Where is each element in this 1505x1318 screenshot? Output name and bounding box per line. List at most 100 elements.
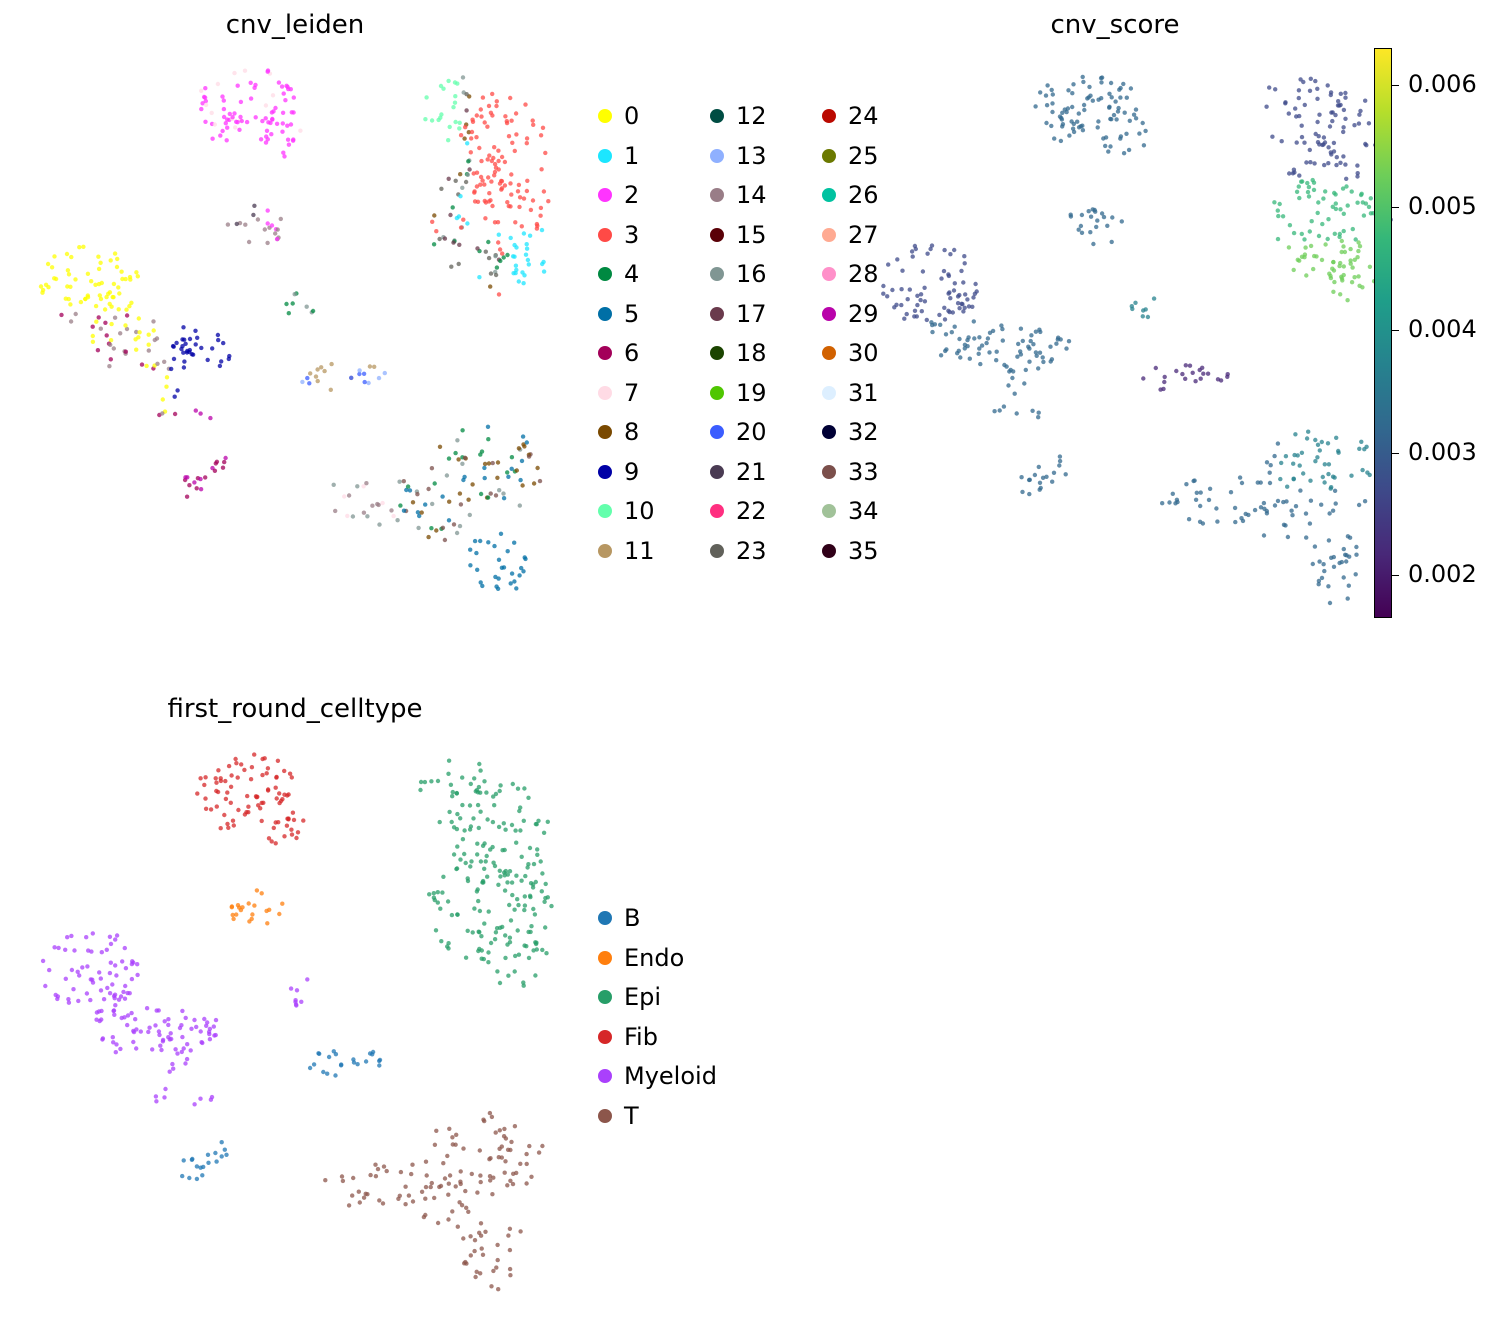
legend-marker: [598, 504, 612, 518]
cluster-myeloid-small: [284, 291, 316, 316]
legend-marker: [822, 109, 836, 123]
legend-item: 22: [710, 496, 767, 526]
colorbar-tick-label: 0.005: [1408, 192, 1477, 221]
legend-label: 31: [848, 378, 879, 407]
legend-item: 25: [822, 141, 879, 171]
legend-label: Myeloid: [624, 1062, 717, 1090]
legend-item: 12: [710, 101, 767, 131]
legend-label: 7: [624, 378, 640, 407]
legend-item: 30: [822, 338, 879, 368]
legend-label: 29: [848, 299, 879, 328]
legend-marker: [598, 227, 612, 242]
legend-marker: [710, 306, 724, 321]
colorbar-tick-mark: [1392, 207, 1399, 209]
legend-label: 4: [624, 260, 640, 288]
legend-label: 35: [848, 536, 879, 565]
legend-label: 23: [736, 536, 767, 565]
legend-label: 9: [624, 457, 640, 486]
legend-marker: [710, 543, 724, 558]
legend-marker: [598, 464, 612, 479]
legend-marker: [822, 425, 836, 439]
legend-marker: [598, 267, 612, 281]
celltype-umap-plot: [40, 752, 554, 1292]
legend-marker: [598, 425, 612, 439]
cluster-b-small: [300, 361, 387, 392]
celltype-legend: B Endo Epi Fib Myeloid T: [598, 903, 798, 1143]
legend-marker: [598, 990, 612, 1004]
cluster-b-low: [182, 455, 228, 499]
celltype-b-small: [307, 1049, 383, 1078]
legend-label: 5: [624, 299, 640, 328]
legend-item: 18: [710, 338, 767, 368]
legend-item: 4: [598, 259, 639, 289]
legend-label: 16: [736, 260, 767, 288]
legend-marker: [710, 109, 724, 123]
legend-label: 20: [736, 418, 767, 446]
legend-label: 1: [624, 141, 640, 170]
cluster-epi: [423, 75, 551, 297]
legend-item: Endo: [598, 943, 684, 973]
celltype-endo: [229, 888, 285, 926]
legend-label: 27: [848, 220, 879, 249]
legend-item: 31: [822, 378, 879, 408]
legend-item: Myeloid: [598, 1061, 717, 1091]
legend-item: 28: [822, 259, 879, 289]
colorbar-tick-label: 0.002: [1408, 560, 1477, 589]
legend-item: 5: [598, 299, 639, 329]
legend-item: 20: [710, 417, 767, 447]
legend-item: 1: [598, 141, 639, 171]
legend-label: 12: [736, 102, 767, 130]
score-epi: [1264, 76, 1393, 303]
legend-item: 27: [822, 220, 879, 250]
cluster-myeloid-tiny: [172, 408, 213, 421]
legend-label: 3: [624, 220, 640, 249]
legend-item: B: [598, 903, 640, 933]
colorbar-tick-mark: [1392, 452, 1399, 454]
celltype-myeloid-large: [40, 931, 219, 1104]
celltype-myeloid-tiny: [192, 1094, 215, 1107]
cluster-fib: [199, 68, 303, 159]
legend-marker: [710, 188, 724, 202]
legend-marker: [598, 109, 612, 123]
colorbar-tick-label: 0.006: [1408, 69, 1477, 98]
score-umap-plot: [881, 74, 1393, 606]
legend-label: 8: [624, 418, 640, 446]
legend-label: Fib: [624, 1022, 658, 1051]
score-b-low: [1019, 454, 1068, 497]
legend-label: 19: [736, 378, 767, 407]
legend-item: 15: [710, 220, 767, 250]
legend-item: 10: [598, 496, 655, 526]
cluster-t: [331, 424, 543, 591]
legend-item: 13: [710, 141, 767, 171]
score-myeloid-large: [881, 243, 1072, 414]
legend-marker: [710, 504, 724, 518]
legend-label: 14: [736, 181, 767, 209]
colorbar-tick-mark: [1392, 84, 1399, 86]
legend-marker: [822, 464, 836, 479]
legend-label: 24: [848, 102, 879, 130]
legend-item: 11: [598, 536, 655, 566]
leiden-umap-plot: [38, 68, 551, 591]
legend-marker: [710, 267, 724, 281]
cluster-myeloid-large: [38, 244, 232, 418]
legend-marker: [710, 385, 724, 400]
legend-marker: [710, 346, 724, 360]
legend-item: 35: [822, 536, 879, 566]
score-title: cnv_score: [1050, 10, 1180, 40]
leiden-title: cnv_leiden: [225, 10, 365, 40]
legend-item: Epi: [598, 982, 661, 1012]
legend-marker: [822, 385, 836, 400]
legend-item: 7: [598, 378, 639, 408]
legend-marker: [822, 188, 836, 202]
legend-item: 0: [598, 101, 639, 131]
legend-item: 8: [598, 417, 639, 447]
colorbar-tick-mark: [1392, 575, 1399, 577]
legend-marker: [598, 306, 612, 321]
legend-label: 18: [736, 339, 767, 367]
legend-item: 19: [710, 378, 767, 408]
celltype-title: first_round_celltype: [167, 694, 423, 724]
legend-marker: [598, 148, 612, 163]
celltype-t: [323, 1110, 545, 1292]
legend-label: 10: [624, 497, 655, 525]
legend-marker: [822, 267, 836, 281]
